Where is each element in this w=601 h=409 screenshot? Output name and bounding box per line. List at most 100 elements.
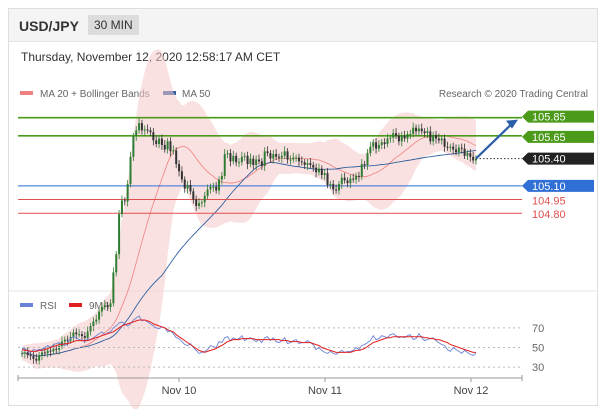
candle (163, 139, 166, 153)
level-tag-r1-bg (522, 130, 594, 143)
candle-body (355, 175, 358, 180)
candle-body (309, 163, 312, 165)
level-tag-s2-text: 104.80 (532, 209, 566, 221)
candle-body (163, 144, 166, 150)
candle-body (420, 128, 423, 132)
candle-body (429, 131, 432, 142)
candle (269, 149, 272, 163)
candle (143, 125, 146, 136)
candle-body (23, 352, 26, 354)
candle (78, 329, 81, 338)
rsi-tick-label: 70 (532, 323, 544, 335)
candle (35, 353, 38, 364)
target-arrow-head (506, 119, 518, 129)
candle (343, 172, 346, 184)
candle-body (229, 153, 232, 162)
candle-body (266, 151, 269, 154)
candle (106, 301, 109, 312)
candle-body (215, 186, 218, 191)
candle (317, 163, 320, 176)
candle-body (363, 164, 366, 166)
candle (52, 343, 55, 355)
candle (266, 146, 269, 157)
candle-body (300, 161, 303, 163)
candle (320, 165, 323, 180)
candle-body (372, 142, 375, 147)
candle (292, 152, 295, 163)
candle-body (120, 200, 123, 215)
candle (60, 336, 63, 350)
candle-body (437, 138, 440, 141)
level-tag-r1-text: 105.65 (532, 132, 566, 144)
candle-body (409, 134, 412, 136)
candle-body (132, 135, 135, 157)
candle (435, 130, 438, 144)
candle (169, 137, 172, 157)
candle-body (315, 167, 318, 173)
rsi-series-9ma (21, 319, 476, 353)
candle (397, 132, 400, 146)
candle-body (238, 162, 241, 164)
candle (335, 184, 338, 194)
candle (452, 142, 455, 155)
candle-body (89, 326, 92, 332)
level-tag-pivot: 105.10 (522, 179, 594, 193)
candle (215, 181, 218, 194)
candle (357, 171, 360, 182)
candle (440, 135, 443, 145)
candle (32, 351, 35, 364)
credit-text: Research © 2020 Trading Central (439, 89, 588, 100)
legend-label-bollinger: MA 20 + Bollinger Bands (40, 89, 150, 100)
candle (455, 144, 458, 156)
candle-body (32, 356, 35, 359)
candle-body (106, 305, 109, 307)
legend-swatch-bollinger (20, 91, 33, 95)
candle (412, 122, 415, 138)
candle (469, 149, 472, 162)
candle-body (260, 161, 263, 166)
candle (192, 188, 195, 204)
candle-body (443, 138, 446, 147)
level-tag-pivot-bg (522, 179, 594, 192)
candle (349, 174, 352, 189)
candle-body (426, 131, 429, 134)
candle (26, 347, 29, 359)
candle-body (146, 129, 149, 131)
candle-body (92, 321, 95, 327)
candle (246, 151, 249, 170)
legend-label-ma50: MA 50 (182, 89, 211, 100)
candle-body (220, 175, 223, 180)
candle (223, 149, 226, 180)
candle-body (449, 146, 452, 148)
candle (475, 155, 477, 165)
x-tick-label: Nov 10 (162, 385, 197, 397)
candle-body (255, 159, 258, 165)
candle (360, 159, 363, 180)
candle (277, 153, 280, 162)
candle (312, 161, 315, 172)
candle-body (369, 146, 372, 154)
candle-body (143, 129, 146, 131)
candle-body (297, 157, 300, 162)
timeframe-badge[interactable]: 30 MIN (88, 15, 139, 35)
candle-body (360, 164, 363, 177)
candle-body (223, 154, 226, 176)
candle (432, 131, 435, 146)
candle-body (152, 132, 155, 141)
candle (229, 149, 232, 167)
candle-body (63, 339, 66, 342)
candle (409, 129, 412, 140)
candle-body (186, 184, 189, 189)
candle (352, 173, 355, 183)
legend-swatch-rsi (20, 303, 33, 307)
candle-body (72, 332, 75, 337)
candle (363, 160, 366, 170)
candle-body (180, 171, 183, 180)
candle-body (60, 341, 63, 347)
candle-body (317, 168, 320, 173)
candle-body (129, 156, 132, 185)
candle-body (35, 358, 38, 361)
target-arrow (475, 122, 513, 160)
candle (326, 168, 329, 189)
